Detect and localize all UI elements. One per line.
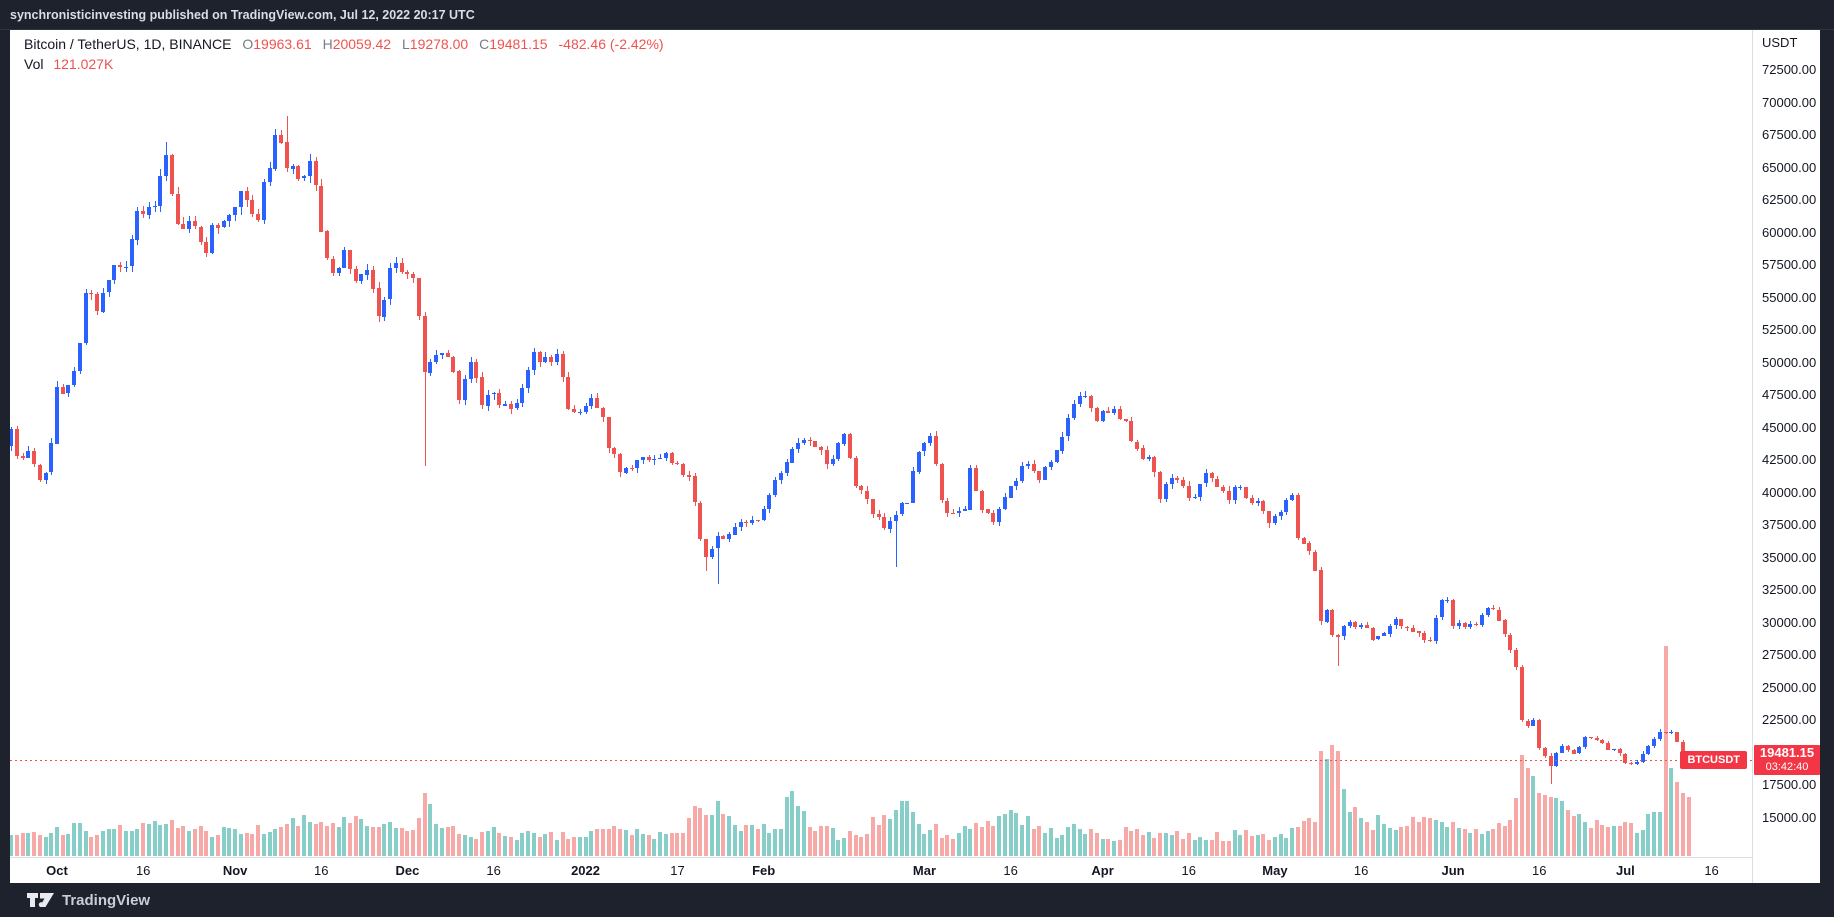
price-axis-currency: USDT: [1762, 35, 1798, 50]
time-tick-label: 16: [314, 863, 329, 878]
publish-banner-text: synchronisticinvesting published on Trad…: [10, 8, 475, 22]
ohlc-low-key: L: [401, 36, 410, 52]
ohlc-high-value: 20059.42: [332, 36, 392, 52]
ohlc-close-key: C: [479, 36, 490, 52]
price-tick-label: 15000.00: [1762, 810, 1817, 825]
time-tick-label: Dec: [395, 863, 420, 878]
price-tick-label: 32500.00: [1762, 582, 1817, 598]
tradingview-brand-text[interactable]: TradingView: [62, 891, 151, 909]
volume-key: Vol: [24, 56, 44, 72]
ohlc-open-value: 19963.61: [253, 36, 312, 52]
ohlc-high-key: H: [322, 36, 333, 52]
price-tick-label: 52500.00: [1762, 322, 1817, 338]
price-tick-label: 40000.00: [1762, 484, 1817, 500]
price-tick-label: 27500.00: [1762, 647, 1817, 663]
price-tick-label: 47500.00: [1762, 387, 1817, 403]
time-tick-label: Apr: [1091, 863, 1114, 878]
time-tick-label: 16: [1531, 863, 1547, 878]
time-tick-label: Mar: [912, 863, 937, 878]
price-tick-label: 72500.00: [1762, 62, 1817, 77]
time-tick-label: 16: [1704, 863, 1719, 878]
price-tick-label: 65000.00: [1762, 159, 1817, 175]
bar-countdown: 03:42:40: [1765, 761, 1809, 773]
time-tick-label: Feb: [752, 863, 776, 878]
last-price-value: 19481.15: [1759, 745, 1815, 760]
last-price-axis-box: 19481.15 03:42:40: [1754, 745, 1820, 775]
last-price-line: [10, 760, 1752, 761]
change-value: -482.46 (-2.42%): [558, 36, 664, 52]
time-tick-label: 16: [486, 863, 501, 878]
time-tick-label: 16: [135, 863, 151, 878]
price-tick-label: 35000.00: [1762, 549, 1817, 565]
price-tick-label: 57500.00: [1762, 257, 1817, 273]
symbol-price-tag-label: BTCUSDT: [1687, 754, 1740, 766]
price-tick-label: 22500.00: [1762, 712, 1817, 728]
time-tick-label: 17: [670, 863, 685, 878]
time-axis[interactable]: Oct 16 Nov 16 Dec 16 2022 17 Feb Mar 16 Apr 16 May 16 J…: [10, 857, 1752, 883]
time-tick-label: 16: [1003, 863, 1018, 878]
price-tick-label: 67500.00: [1762, 127, 1817, 143]
ohlc-open-key: O: [242, 36, 254, 52]
time-tick-label: Oct: [46, 863, 68, 878]
price-tick-label: 55000.00: [1762, 289, 1817, 305]
symbol-price-tag: BTCUSDT: [1680, 751, 1747, 769]
price-axis[interactable]: USDT 19481.15 03:42:40 72500.00 70000.00 6…: [1752, 30, 1820, 883]
ohlc-close-value: 19481.15: [489, 36, 548, 52]
time-tick-label: Nov: [222, 863, 248, 878]
candlestick-volume-canvas[interactable]: [10, 30, 1752, 857]
price-tick-label: 50000.00: [1762, 354, 1817, 370]
time-tick-label: May: [1262, 863, 1288, 878]
time-tick-label: 16: [1353, 863, 1369, 878]
price-tick-label: 60000.00: [1762, 224, 1817, 240]
legend-symbol-row: Bitcoin / TetherUS, 1D, BINANCE O19963.6…: [24, 36, 664, 52]
legend-volume-row: Vol 121.027K: [24, 56, 664, 72]
price-tick-label: 25000.00: [1762, 679, 1817, 695]
chart-panel: BTCUSDT Bitcoin / TetherUS, 1D, BINANCE …: [10, 30, 1820, 883]
ohlc-low-value: 19278.00: [409, 36, 469, 52]
footer-bar: TradingView: [0, 883, 1834, 917]
volume-value: 121.027K: [53, 56, 114, 72]
price-tick-label: 45000.00: [1762, 419, 1817, 435]
price-tick-label: 30000.00: [1762, 614, 1817, 630]
time-tick-label: Jul: [1615, 863, 1635, 878]
candlestick-chart[interactable]: BTCUSDT Bitcoin / TetherUS, 1D, BINANCE …: [10, 30, 1752, 857]
price-tick-label: 62500.00: [1762, 192, 1817, 208]
publish-banner: synchronisticinvesting published on Trad…: [0, 0, 1834, 30]
price-tick-label: 70000.00: [1762, 94, 1817, 110]
tradingview-logo-icon[interactable]: [27, 892, 54, 908]
symbol-title[interactable]: Bitcoin / TetherUS, 1D, BINANCE: [24, 36, 232, 52]
price-tick-label: 42500.00: [1762, 452, 1817, 468]
time-tick-label: Jun: [1441, 863, 1465, 878]
price-tick-label: 17500.00: [1762, 777, 1817, 793]
chart-legend: Bitcoin / TetherUS, 1D, BINANCE O19963.6…: [24, 36, 664, 72]
price-tick-label: 37500.00: [1762, 517, 1817, 533]
time-tick-label: 16: [1181, 863, 1196, 878]
time-tick-label: 2022: [571, 863, 600, 878]
